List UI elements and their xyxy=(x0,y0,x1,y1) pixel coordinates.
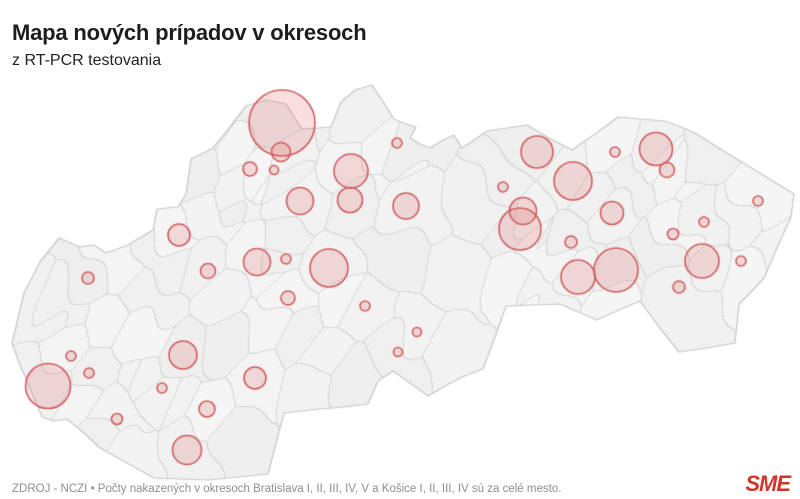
header: Mapa nových prípadov v okresoch z RT-PCR… xyxy=(12,20,367,70)
sme-logo: SME xyxy=(745,471,791,496)
chart-title: Mapa nových prípadov v okresoch xyxy=(12,20,367,45)
chart-subtitle: z RT-PCR testovania xyxy=(12,52,162,70)
footer: ZDROJ - NCZI • Počty nakazených v okreso… xyxy=(0,471,800,499)
source-note: ZDROJ - NCZI • Počty nakazených v okreso… xyxy=(12,483,562,495)
